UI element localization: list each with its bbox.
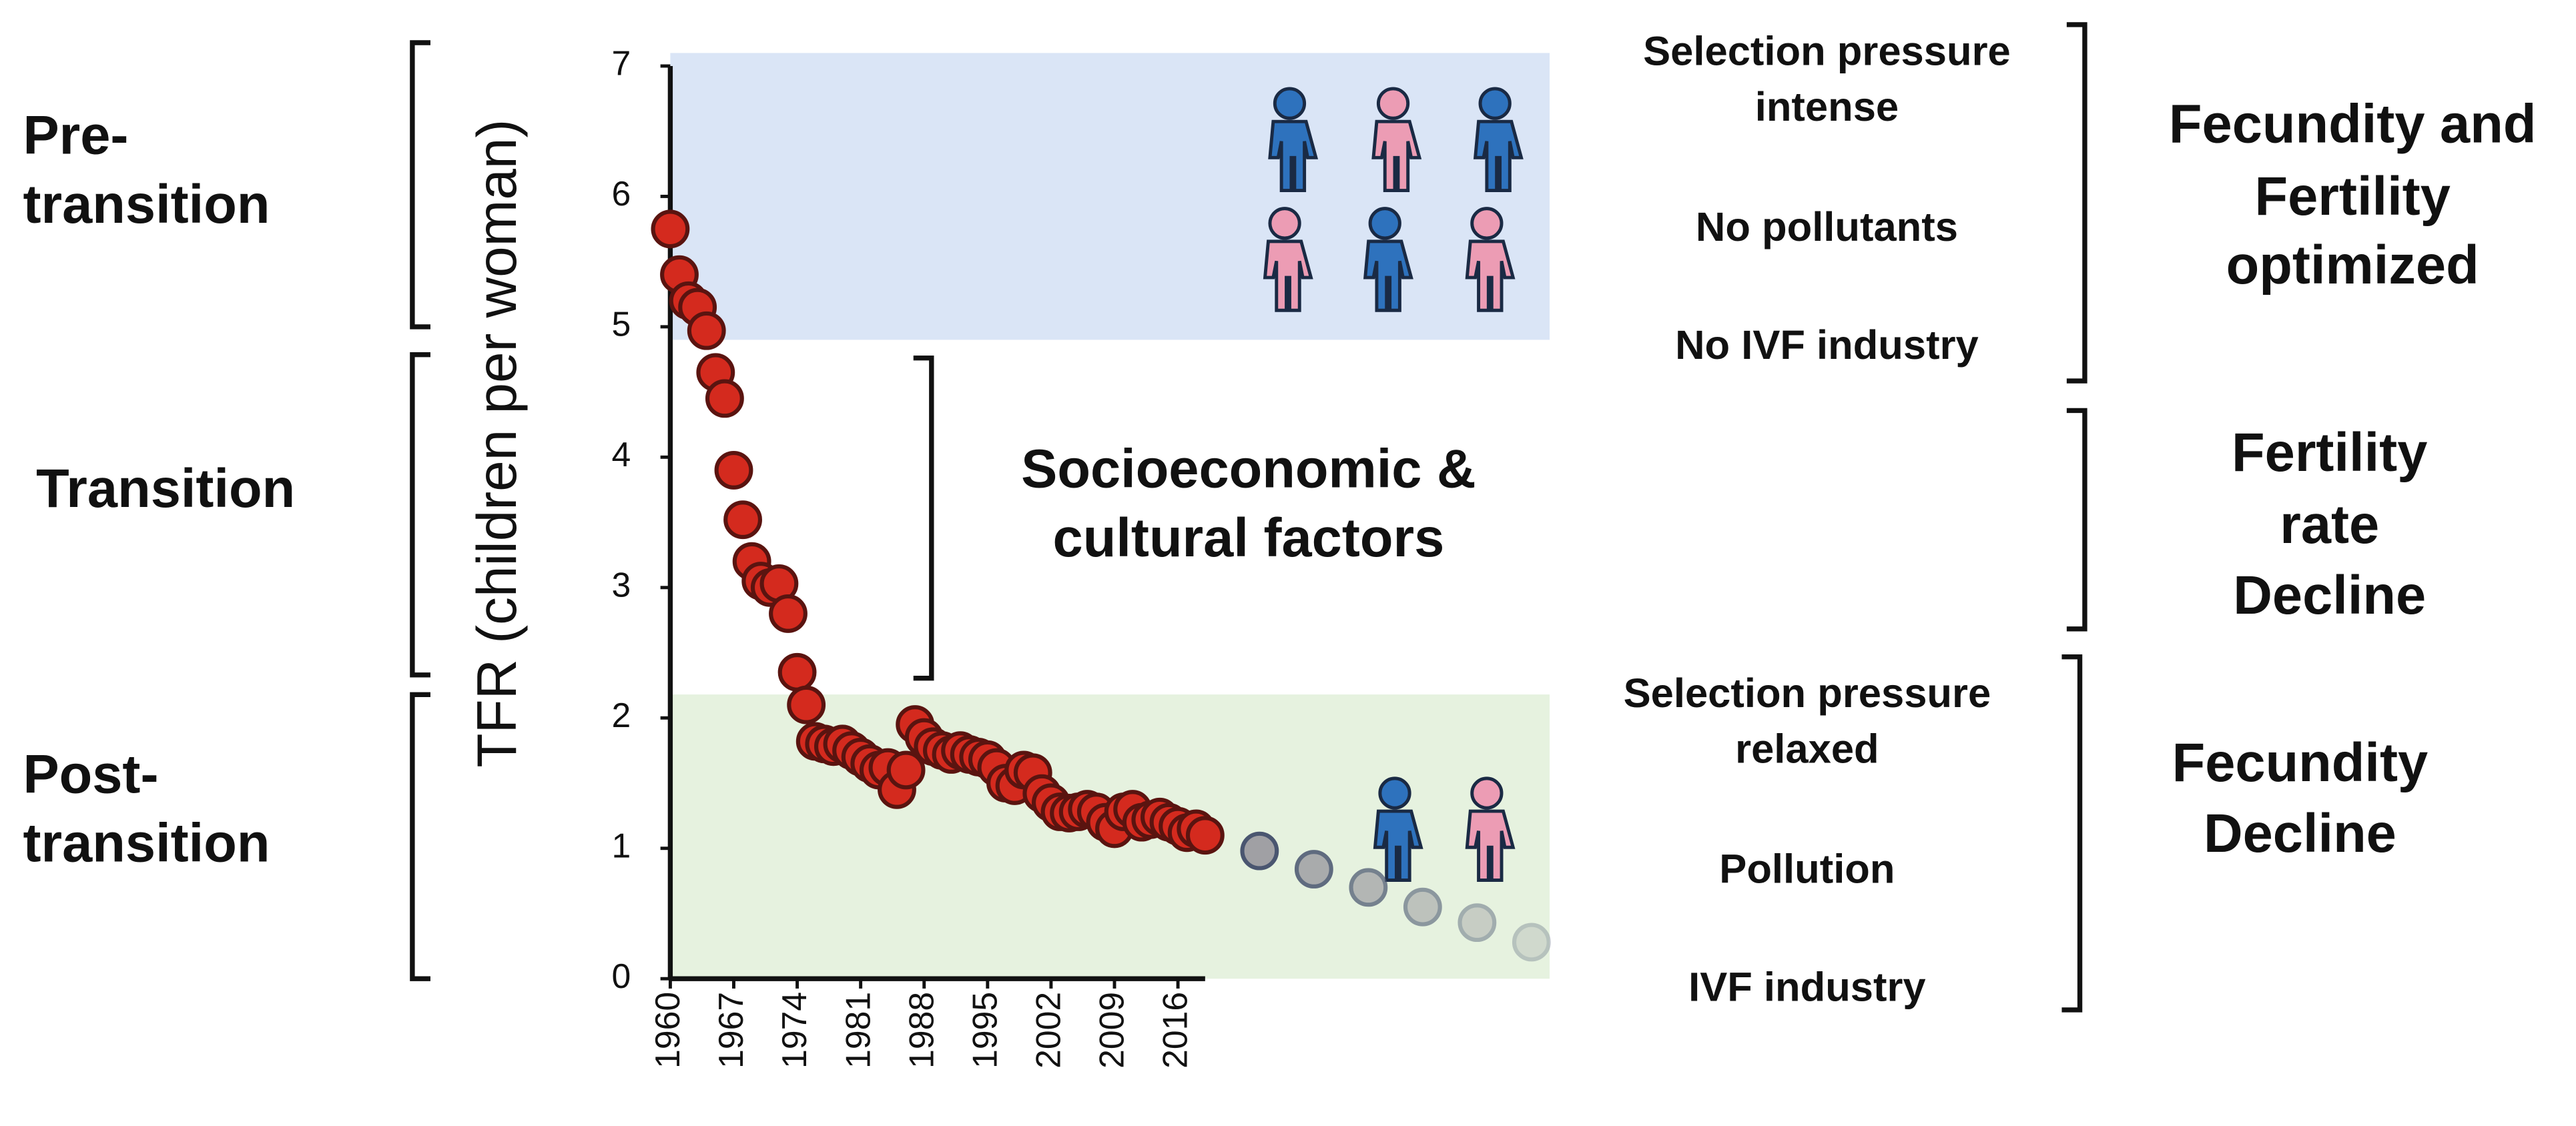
person-icon [1263, 207, 1313, 312]
y-tick-label: 2 [612, 696, 631, 734]
y-tick-label: 1 [612, 826, 631, 865]
person-icon [1373, 776, 1423, 882]
icon-body [1373, 809, 1423, 882]
data-point [1403, 887, 1442, 927]
icon-head [1470, 207, 1504, 240]
annotation: Pre- [23, 105, 128, 166]
x-tick-label: 1974 [775, 992, 814, 1069]
x-tick-label: 1981 [838, 992, 877, 1069]
annotation: Transition [36, 458, 295, 519]
annotation: Post- [23, 744, 158, 804]
y-tick-label: 5 [612, 305, 631, 344]
y-tick-label: 6 [612, 174, 631, 213]
annotation: Decline [2204, 803, 2396, 864]
data-point [1458, 903, 1497, 943]
x-tick-label: 1960 [648, 992, 687, 1069]
annotation: optimized [2226, 235, 2479, 296]
y-tick-label: 3 [612, 565, 631, 604]
annotation: cultural factors [1053, 508, 1445, 568]
y-tick-label: 0 [612, 957, 631, 995]
x-tick-label: 2016 [1156, 992, 1195, 1069]
bracket [2066, 408, 2087, 632]
annotation: Fertility [2232, 422, 2427, 483]
annotation: Decline [2233, 565, 2426, 626]
bracket [2066, 22, 2087, 384]
data-point [886, 750, 926, 790]
data-point [705, 379, 744, 418]
annotation: rate [2280, 494, 2379, 555]
icon-body [1473, 119, 1524, 193]
bracket [2061, 654, 2083, 1013]
annotation: No IVF industry [1675, 322, 1979, 368]
x-tick-label: 2009 [1092, 992, 1131, 1069]
brackets [410, 22, 2087, 1013]
icon-body [1363, 239, 1413, 312]
annotation: relaxed [1735, 726, 1879, 772]
data-point [1349, 868, 1388, 907]
annotation: intense [1755, 84, 1899, 130]
x-tick-label: 2002 [1029, 992, 1068, 1069]
person-icon [1473, 87, 1524, 193]
annotation: Fertility [2255, 166, 2451, 227]
annotation: IVF industry [1688, 965, 1926, 1011]
bracket [913, 355, 934, 681]
icon-head [1268, 207, 1301, 240]
bracket [410, 40, 430, 330]
person-icon [1465, 207, 1516, 312]
person-icon [1268, 87, 1319, 193]
data-point [769, 594, 808, 633]
annotation: Pollution [1719, 846, 1895, 892]
icon-head [1378, 776, 1411, 810]
person-icon [1465, 776, 1516, 882]
person-icon [1371, 87, 1422, 193]
icon-head [1478, 87, 1512, 120]
icon-head [1470, 776, 1504, 810]
band [670, 53, 1550, 340]
data-point [714, 450, 753, 490]
icon-body [1268, 119, 1319, 193]
icon-head [1368, 207, 1401, 240]
icon-body [1263, 239, 1313, 312]
data-point [1512, 923, 1551, 962]
data-point [651, 209, 690, 249]
annotation: No pollutants [1696, 204, 1958, 250]
data-point [1185, 816, 1225, 855]
data-point [1240, 831, 1279, 871]
x-tick-label: 1995 [965, 992, 1004, 1069]
annotation: Socioeconomic & [1021, 438, 1476, 499]
data-point [687, 311, 726, 350]
icon-head [1376, 87, 1410, 120]
data-point [787, 685, 826, 724]
x-tick-label: 1988 [902, 992, 940, 1069]
bracket [410, 352, 430, 678]
annotation: transition [23, 813, 270, 874]
bracket [410, 692, 430, 981]
data-point [777, 652, 817, 692]
icon-body [1465, 239, 1516, 312]
data-point [723, 500, 762, 540]
annotation: Selection pressure [1624, 670, 1991, 716]
y-tick-label: 4 [612, 435, 631, 474]
data-point [1294, 850, 1333, 889]
person-icon [1363, 207, 1413, 312]
annotation: Fecundity and [2169, 93, 2537, 154]
annotation: Selection pressure [1643, 28, 2011, 74]
icon-body [1465, 809, 1516, 882]
icon-body [1371, 119, 1422, 193]
annotation: transition [23, 174, 270, 235]
y-tick-label: 7 [612, 44, 631, 83]
annotation: Fecundity [2172, 732, 2429, 793]
icon-head [1273, 87, 1307, 120]
y-axis-label: TFR (children per woman) [465, 119, 528, 768]
x-tick-label: 1967 [711, 992, 750, 1069]
